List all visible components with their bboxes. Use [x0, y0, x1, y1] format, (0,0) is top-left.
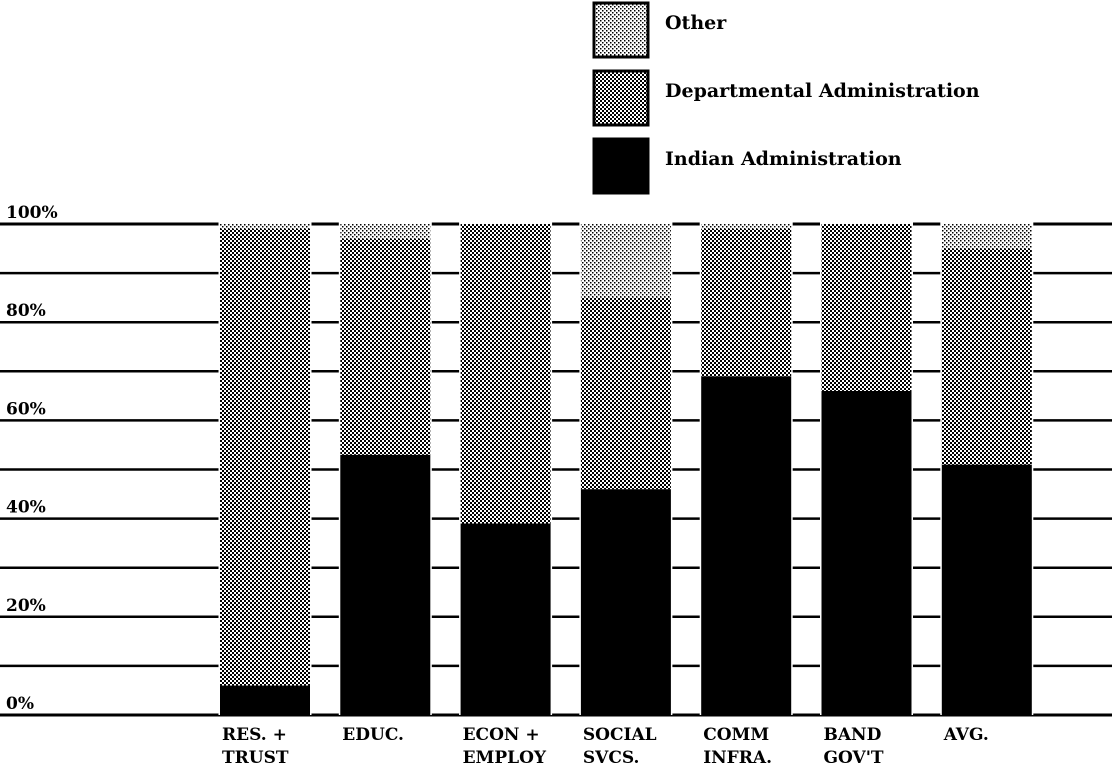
bar-segment-departmental-administration	[821, 224, 912, 391]
x-category-label: BAND	[824, 725, 882, 745]
bar-segment-departmental-administration	[941, 248, 1032, 465]
bar-segment-other	[941, 224, 1032, 249]
x-category-label: COMM	[703, 725, 769, 745]
bars	[218, 222, 1034, 715]
legend-swatch-departmental-administration	[592, 69, 650, 127]
bar-comm-infra	[699, 222, 793, 715]
legend-label-indian-administration: Indian Administration	[665, 148, 902, 170]
legend: Other Departmental Administration Indian A…	[592, 1, 980, 195]
bar-segment-departmental-administration	[580, 297, 671, 490]
y-tick-label: 40%	[6, 498, 46, 518]
legend-label-departmental-administration: Departmental Administration	[665, 80, 980, 102]
bar-segment-other	[580, 224, 671, 298]
bar-segment-departmental-administration	[340, 238, 431, 455]
gridlines	[0, 222, 1112, 717]
bar-segment-indian-administration	[340, 454, 431, 715]
bar-res-trust	[218, 222, 312, 715]
y-tick-label: 20%	[6, 596, 46, 616]
y-tick-label: 0%	[6, 694, 34, 714]
bar-segment-departmental-administration	[220, 228, 310, 686]
x-category-label: ECON +	[463, 725, 540, 745]
bar-segment-indian-administration	[941, 464, 1032, 715]
x-category-label: AVG.	[943, 725, 989, 745]
x-category-label: EDUC.	[342, 725, 404, 745]
y-tick-label: 100%	[6, 203, 58, 223]
x-category-label: SOCIAL	[583, 725, 657, 745]
legend-label-other: Other	[665, 12, 727, 34]
bar-educ	[338, 222, 432, 715]
x-category-label: EMPLOY	[463, 748, 547, 766]
bar-social-svcs	[579, 222, 673, 715]
bar-segment-indian-administration	[460, 523, 551, 715]
bar-avg	[940, 222, 1034, 715]
legend-swatch-other	[592, 1, 650, 59]
y-tick-label: 60%	[6, 399, 46, 419]
x-category-label: RES. +	[222, 725, 287, 745]
bar-segment-other	[701, 224, 792, 229]
bar-band-gov-t	[820, 222, 913, 715]
x-category-label: GOV'T	[824, 748, 884, 766]
x-category-label: TRUST	[222, 748, 289, 766]
bar-segment-departmental-administration	[460, 224, 551, 524]
bar-segment-indian-administration	[701, 376, 792, 715]
bar-segment-indian-administration	[821, 390, 912, 715]
x-category-label: INFRA.	[703, 748, 772, 766]
bar-segment-indian-administration	[580, 489, 671, 715]
bar-segment-indian-administration	[220, 685, 310, 715]
y-tick-label: 80%	[6, 301, 46, 321]
bar-segment-other	[220, 224, 310, 229]
bar-econ-employ	[459, 222, 553, 715]
y-axis-ticks: 0% 20% 40% 60% 80% 100%	[6, 203, 58, 714]
legend-swatch-indian-administration	[592, 137, 650, 195]
x-axis-categories: RES. + TRUST EDUC. ECON + EMPLOY SOCIAL SVCS. C…	[222, 725, 989, 766]
bar-segment-other	[340, 224, 431, 239]
x-category-label: SVCS.	[583, 748, 640, 766]
bar-segment-departmental-administration	[701, 228, 792, 377]
